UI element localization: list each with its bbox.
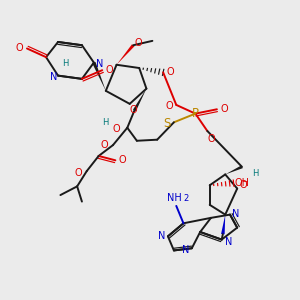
Text: S: S xyxy=(163,117,170,130)
Text: O: O xyxy=(119,155,126,165)
Text: OH: OH xyxy=(235,178,250,188)
Polygon shape xyxy=(133,88,146,111)
Text: N: N xyxy=(50,72,57,82)
Text: H: H xyxy=(252,169,258,178)
Polygon shape xyxy=(117,44,135,65)
Polygon shape xyxy=(225,166,243,174)
Text: O: O xyxy=(74,168,82,178)
Polygon shape xyxy=(221,214,225,234)
Text: N: N xyxy=(182,245,190,255)
Text: O: O xyxy=(16,44,24,53)
Text: 2: 2 xyxy=(183,194,188,203)
Text: NH: NH xyxy=(167,193,181,203)
Polygon shape xyxy=(92,62,106,91)
Text: N: N xyxy=(158,231,166,241)
Text: O: O xyxy=(220,104,228,114)
Text: N: N xyxy=(96,59,103,69)
Text: O: O xyxy=(239,180,247,190)
Text: N: N xyxy=(232,208,240,218)
Text: O: O xyxy=(207,134,215,144)
Text: H: H xyxy=(103,118,109,127)
Text: O: O xyxy=(130,105,137,116)
Text: O: O xyxy=(101,140,108,150)
Text: O: O xyxy=(165,101,173,111)
Text: H: H xyxy=(62,59,68,68)
Text: N: N xyxy=(225,237,232,247)
Text: O: O xyxy=(113,124,120,134)
Text: P: P xyxy=(192,107,199,120)
Text: O: O xyxy=(106,65,113,75)
Text: O: O xyxy=(167,68,174,77)
Text: O: O xyxy=(134,38,142,48)
